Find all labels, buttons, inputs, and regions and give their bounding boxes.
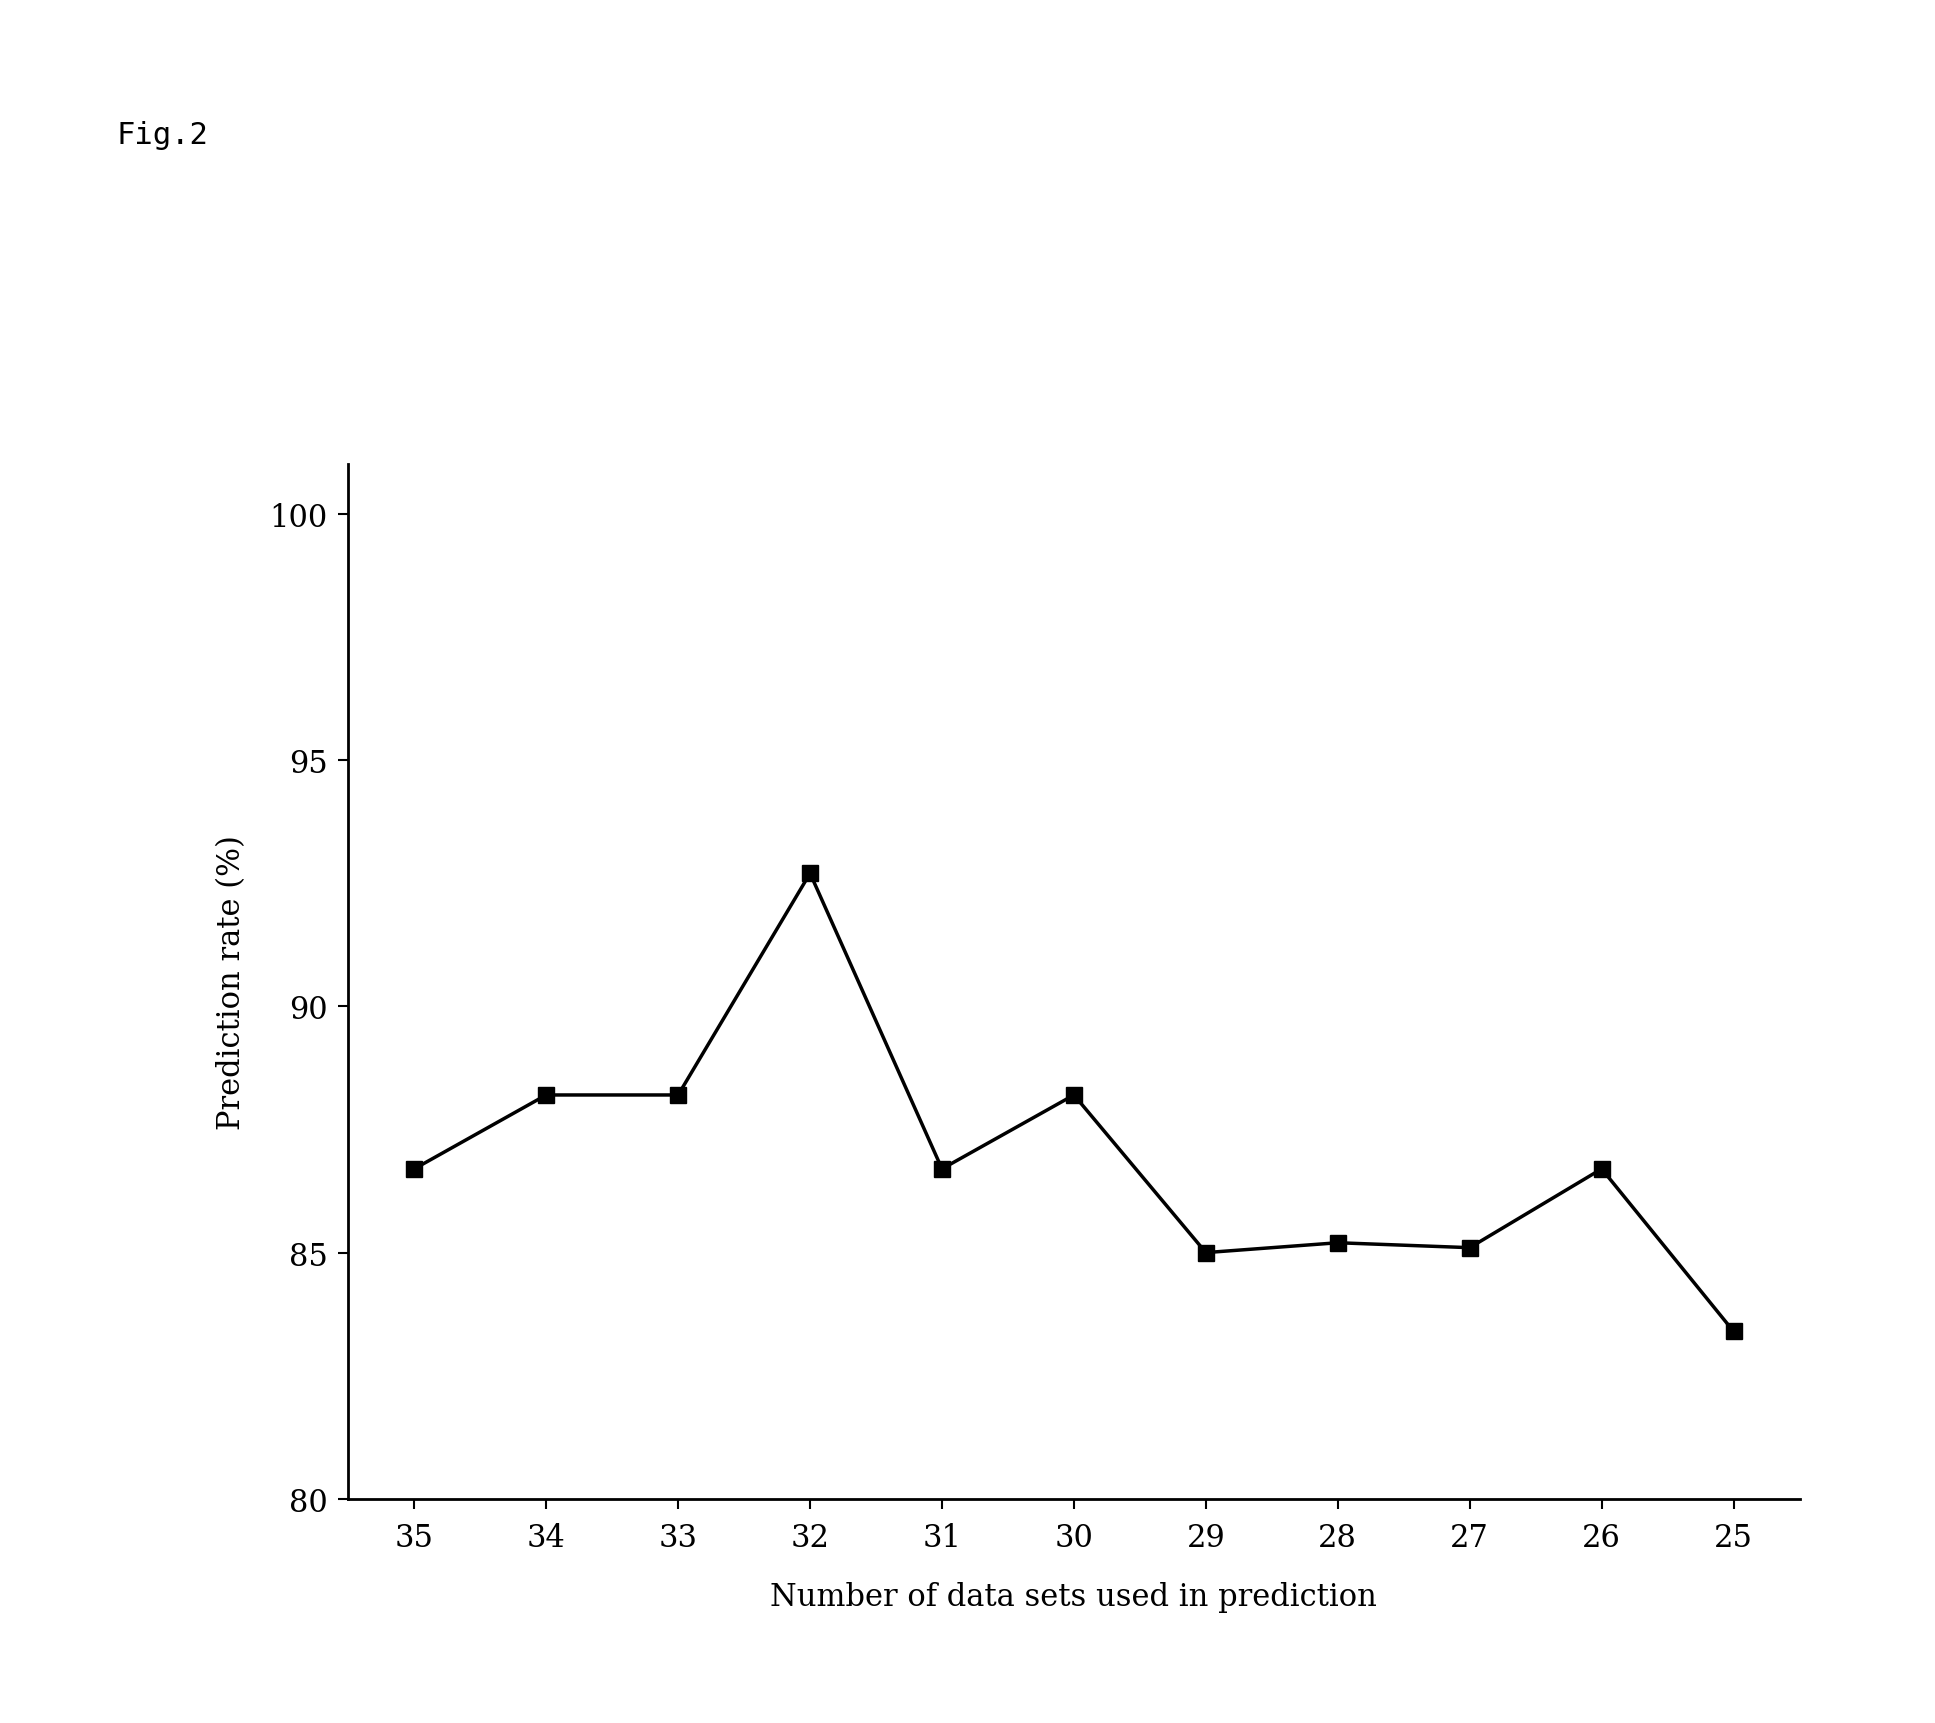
Y-axis label: Prediction rate (%): Prediction rate (%) xyxy=(217,834,248,1130)
X-axis label: Number of data sets used in prediction: Number of data sets used in prediction xyxy=(770,1582,1378,1613)
Text: Fig.2: Fig.2 xyxy=(116,121,207,150)
